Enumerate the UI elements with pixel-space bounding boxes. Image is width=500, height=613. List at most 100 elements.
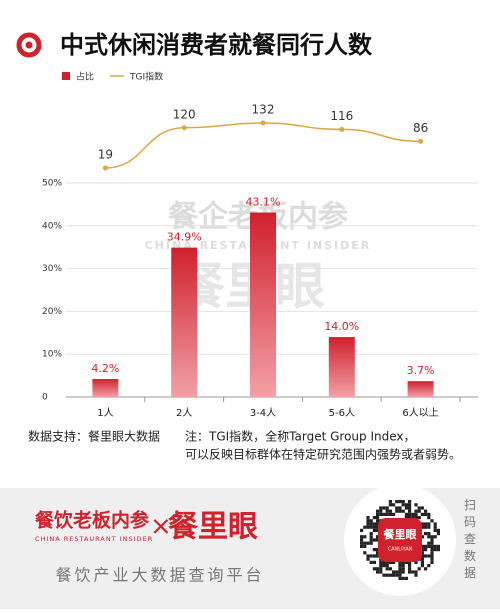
qr-cell (366, 525, 370, 529)
qr-cell (420, 522, 424, 526)
qr-cell (401, 503, 405, 507)
bar-value-label: 3.7% (407, 364, 435, 377)
qr-cell (411, 516, 415, 520)
qr-cell (376, 525, 380, 529)
qr-cell (388, 503, 392, 507)
tgi-note: 可以反映目标群体在特定研究范围内强势或者弱势。 (185, 447, 461, 462)
qr-badge (378, 518, 422, 562)
qr-badge-text: 餐里眼 (383, 527, 417, 541)
qr-cell (424, 532, 428, 536)
qr-cell (424, 567, 428, 571)
bar (328, 337, 355, 397)
qr-cell (420, 544, 424, 548)
qr-cell (376, 570, 380, 574)
tgi-value-label: 86 (413, 121, 428, 135)
qr-cell (420, 535, 424, 539)
qr-cell (382, 512, 386, 516)
x-tick-label: 1人 (97, 407, 113, 419)
qr-cell (369, 532, 373, 536)
footer-logo: 餐饮老板内参 (35, 509, 149, 532)
qr-cell (385, 567, 389, 571)
qr-cell (369, 538, 373, 542)
bar-value-label: 34.9% (167, 231, 202, 244)
qr-cell (430, 519, 434, 523)
qr-cell (417, 516, 421, 520)
qr-cell (372, 522, 376, 526)
qr-cell (385, 560, 389, 564)
x-tick-label: 3-4人 (250, 407, 276, 419)
qr-cell (382, 573, 386, 577)
qr-cell (401, 576, 405, 580)
qr-cell (376, 516, 380, 520)
qr-cell (398, 564, 402, 568)
qr-cell (372, 528, 376, 532)
qr-cell (376, 535, 380, 539)
qr-cell (398, 506, 402, 510)
qr-cell (420, 506, 424, 510)
qr-cell (414, 570, 418, 574)
qr-cell (363, 541, 367, 545)
qr-cell (360, 535, 364, 539)
qr-cell (424, 522, 428, 526)
footer-logo-en: CHINA RESTAURANT INSIDER (35, 535, 153, 543)
qr-cell (366, 519, 370, 523)
qr-cell (372, 538, 376, 542)
qr-cell (388, 560, 392, 564)
qr-cell (417, 567, 421, 571)
qr-cell (430, 557, 434, 561)
qr-cell (376, 522, 380, 526)
qr-cell (376, 554, 380, 558)
qr-cell (366, 541, 370, 545)
qr-cell (360, 541, 364, 545)
qr-cell (404, 506, 408, 510)
qr-cell (414, 509, 418, 513)
footer-brand: 餐里眼 (168, 510, 258, 545)
qr-cell (411, 570, 415, 574)
qr-cell (414, 560, 418, 564)
qr-cell (427, 541, 431, 545)
qr-cell (360, 528, 364, 532)
qr-cell (408, 564, 412, 568)
qr-cell (395, 500, 399, 504)
tgi-point (260, 120, 266, 126)
bar-value-label: 14.0% (324, 320, 359, 333)
qr-cell (372, 548, 376, 552)
qr-cell (366, 522, 370, 526)
qr-cell (398, 509, 402, 513)
qr-cell (408, 560, 412, 564)
qr-cell (369, 522, 373, 526)
tgi-value-label: 116 (330, 109, 353, 123)
qr-cell (427, 516, 431, 520)
qr-cell (395, 509, 399, 513)
qr-cell (369, 554, 373, 558)
qr-cell (427, 525, 431, 529)
qr-cell (369, 519, 373, 523)
qr-cell (417, 509, 421, 513)
qr-cell (363, 525, 367, 529)
legend-swatch (62, 72, 70, 80)
qr-cell (372, 516, 376, 520)
qr-cell (392, 560, 396, 564)
qr-cell (376, 519, 380, 523)
qr-cell (408, 516, 412, 520)
qr-cell (417, 506, 421, 510)
x-tick-label: 6人以上 (402, 407, 438, 419)
qr-cell (433, 548, 437, 552)
qr-cell (404, 576, 408, 580)
y-tick-label: 0 (42, 393, 48, 403)
qr-cell (433, 528, 437, 532)
qr-cell (401, 509, 405, 513)
qr-cell (404, 516, 408, 520)
qr-cell (420, 548, 424, 552)
legend-label: 占比 (76, 71, 94, 83)
qr-cell (433, 522, 437, 526)
qr-cell (379, 509, 383, 513)
qr-cell (408, 567, 412, 571)
qr-cell (385, 512, 389, 516)
tgi-point (102, 165, 108, 171)
qr-cell (401, 564, 405, 568)
y-tick-label: 20% (42, 307, 62, 317)
qr-cell (376, 528, 380, 532)
qr-cell (424, 509, 428, 513)
qr-cell (388, 509, 392, 513)
